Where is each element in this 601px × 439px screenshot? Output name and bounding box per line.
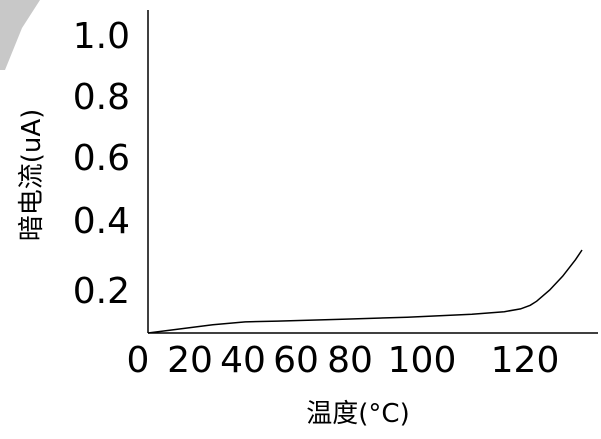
y-tick-labels: 0.2 0.4 0.6 0.8 1.0	[73, 16, 130, 312]
watermark-fragment	[0, 0, 40, 70]
axes	[147, 10, 598, 334]
y-tick-label: 0.8	[73, 77, 130, 118]
x-tick-label: 100	[388, 340, 457, 381]
series-line	[147, 249, 583, 334]
x-tick-label: 80	[327, 340, 373, 381]
x-tick-label: 40	[220, 340, 266, 381]
x-tick-label: 60	[273, 340, 319, 381]
y-tick-label: 1.0	[73, 16, 130, 57]
series-group	[147, 249, 583, 334]
x-tick-label: 20	[167, 340, 213, 381]
x-tick-labels: 0 20 40 60 80 100 120	[127, 340, 560, 381]
x-axis-title: 温度(°C)	[306, 399, 409, 429]
y-tick-label: 0.4	[73, 201, 130, 242]
x-tick-label: 120	[491, 340, 560, 381]
y-axis-title: 暗电流(uA)	[17, 109, 47, 242]
x-tick-label: 0	[127, 340, 150, 381]
y-tick-label: 0.6	[73, 138, 130, 179]
y-tick-label: 0.2	[73, 271, 130, 312]
